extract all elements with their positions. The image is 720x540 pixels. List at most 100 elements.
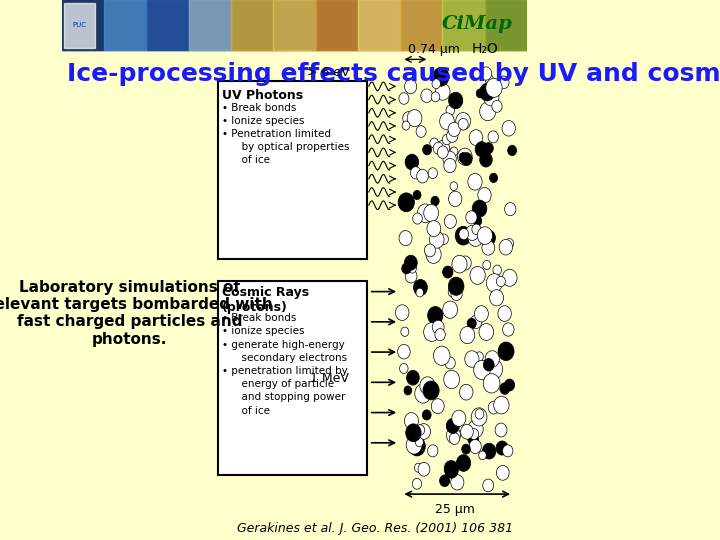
Circle shape [461,153,472,166]
Circle shape [460,327,474,343]
Bar [231,0,274,50]
Circle shape [430,138,438,148]
Bar [274,0,315,50]
Circle shape [474,360,490,380]
Circle shape [508,145,517,156]
Circle shape [418,204,433,222]
Circle shape [424,244,436,257]
Circle shape [431,399,444,414]
Circle shape [399,231,412,246]
Text: CiMap: CiMap [442,15,513,33]
Circle shape [446,130,458,143]
Circle shape [499,239,513,255]
Circle shape [468,228,483,246]
Circle shape [455,226,472,245]
Circle shape [446,105,454,115]
Circle shape [444,214,456,228]
Circle shape [408,429,419,441]
Circle shape [429,231,444,248]
Circle shape [416,288,423,297]
Bar [146,0,189,50]
Circle shape [435,329,445,341]
Circle shape [450,147,458,156]
Circle shape [452,410,466,427]
Circle shape [494,396,509,414]
Circle shape [440,113,454,130]
Circle shape [442,134,451,145]
Circle shape [484,143,493,154]
Circle shape [450,182,457,191]
Circle shape [415,437,423,447]
Circle shape [445,463,458,478]
Circle shape [475,409,484,419]
Text: UV Photons: UV Photons [222,89,304,102]
Circle shape [446,421,455,431]
Circle shape [480,102,496,121]
Circle shape [420,377,435,395]
Circle shape [461,388,468,396]
Circle shape [413,191,421,200]
Circle shape [405,269,417,283]
Circle shape [490,289,503,306]
Circle shape [432,320,444,334]
Circle shape [417,423,431,440]
Circle shape [405,413,418,429]
Text: > 6 eV: > 6 eV [307,66,349,79]
Circle shape [448,122,460,137]
Circle shape [503,323,514,336]
Circle shape [449,277,464,295]
Circle shape [423,410,431,420]
Circle shape [496,465,509,480]
Circle shape [402,121,410,130]
Circle shape [477,227,492,245]
Circle shape [408,110,422,127]
Bar [400,0,442,50]
Circle shape [468,420,483,438]
Circle shape [428,168,438,179]
Circle shape [466,211,477,224]
Circle shape [444,158,456,173]
Text: 1 MeV: 1 MeV [310,372,349,384]
Circle shape [486,78,502,97]
Circle shape [406,436,422,454]
Circle shape [407,370,419,385]
Circle shape [451,475,464,490]
Circle shape [480,67,492,80]
Circle shape [405,424,421,442]
Circle shape [433,142,444,154]
Circle shape [472,408,487,426]
Circle shape [436,83,450,100]
Circle shape [399,93,409,104]
Circle shape [413,213,422,224]
Text: • Break bonds
• ionize species
• generate high-energy
      secondary electrons
: • Break bonds • ionize species • generat… [222,313,348,416]
Text: Gerakines et al. J. Geo. Res. (2001) 106 381: Gerakines et al. J. Geo. Res. (2001) 106… [237,522,513,535]
Circle shape [473,216,482,226]
Circle shape [402,112,414,125]
Text: • Break bonds
• Ionize species
• Penetration limited
      by optical properties: • Break bonds • Ionize species • Penetra… [222,103,350,165]
Circle shape [468,173,482,190]
Circle shape [433,346,450,366]
Circle shape [410,167,421,179]
Circle shape [505,202,516,215]
Circle shape [408,263,417,273]
Circle shape [414,435,423,444]
Circle shape [496,441,508,455]
Circle shape [443,301,457,319]
Circle shape [467,318,477,329]
Circle shape [459,228,469,240]
Circle shape [483,260,491,269]
Circle shape [400,363,408,374]
Circle shape [402,263,411,274]
Circle shape [468,433,479,446]
Circle shape [503,445,513,457]
Circle shape [458,118,468,130]
Circle shape [428,307,443,325]
Circle shape [505,239,513,248]
Circle shape [423,145,431,155]
Circle shape [479,323,494,341]
Circle shape [398,193,415,212]
Circle shape [459,256,472,270]
Circle shape [482,230,495,246]
Circle shape [440,475,450,487]
Circle shape [423,322,440,341]
